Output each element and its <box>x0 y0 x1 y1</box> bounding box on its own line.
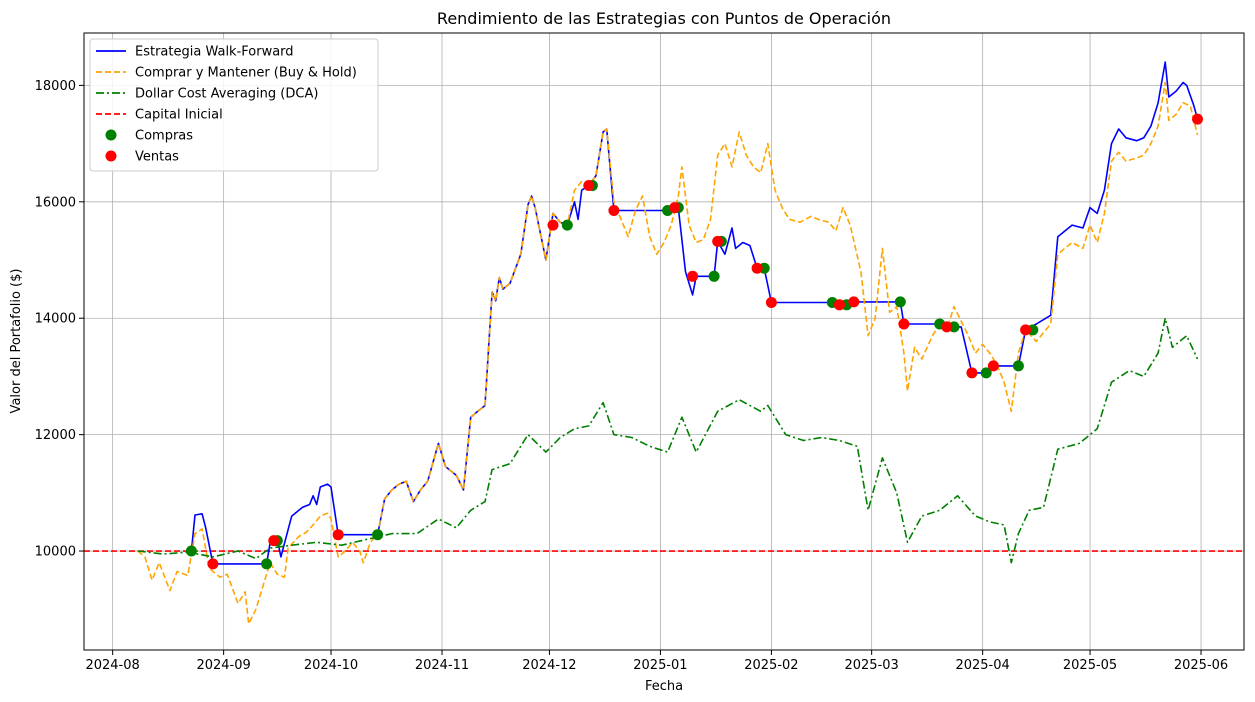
y-tick-label: 10000 <box>35 545 76 560</box>
legend: Estrategia Walk-Forward Comprar y Mantene… <box>89 38 379 172</box>
sell-marker <box>941 321 953 333</box>
sell-marker <box>987 360 999 372</box>
sell-marker <box>1192 113 1203 125</box>
sell-marker <box>898 318 910 330</box>
buy-marker <box>185 545 197 557</box>
x-tick-label: 2025-01 <box>633 658 687 673</box>
y-tick-label: 12000 <box>35 428 76 443</box>
sell-marker <box>207 558 219 570</box>
trade-markers <box>185 113 1203 570</box>
x-tick-label: 2025-02 <box>744 658 798 673</box>
legend-label: Dollar Cost Averaging (DCA) <box>135 87 318 102</box>
buy-marker <box>980 367 992 379</box>
chart-title: Rendimiento de las Estrategias con Punto… <box>437 9 891 28</box>
series-line-0 <box>190 61 1199 565</box>
x-tick-label: 2024-09 <box>196 658 250 673</box>
x-tick-label: 2025-03 <box>844 658 898 673</box>
x-tick-label: 2024-12 <box>522 658 576 673</box>
series-line-1 <box>137 81 1199 625</box>
series-lines <box>137 61 1199 625</box>
x-tick-label: 2024-11 <box>415 658 469 673</box>
y-tick-label: 16000 <box>35 195 76 210</box>
x-axis-label: Fecha <box>645 679 683 694</box>
sell-marker <box>1020 324 1032 336</box>
series-line-2 <box>137 317 1199 564</box>
x-tick-label: 2025-06 <box>1174 658 1228 673</box>
sell-marker <box>608 205 620 216</box>
sell-marker <box>765 297 777 308</box>
x-tick-label: 2024-10 <box>304 658 358 673</box>
sell-marker <box>966 367 978 379</box>
buy-marker <box>372 529 384 541</box>
buy-marker <box>261 558 273 570</box>
sell-marker <box>848 296 860 308</box>
legend-label: Compras <box>135 129 193 144</box>
legend-swatch-marker <box>105 129 117 141</box>
sell-marker <box>268 535 280 547</box>
x-tick-label: 2024-08 <box>85 658 139 673</box>
plot-frame <box>83 32 1245 651</box>
x-axis-ticks: 2024-08 2024-09 2024-10 2024-11 2024-12 2025-… <box>85 650 1228 673</box>
buy-marker <box>894 296 906 308</box>
y-axis-label: Valor del Portafolio ($) <box>9 269 24 414</box>
legend-label: Capital Inicial <box>135 108 223 123</box>
buy-marker <box>708 270 720 282</box>
sell-marker <box>751 262 763 274</box>
sell-marker <box>687 270 699 282</box>
x-tick-label: 2025-05 <box>1063 658 1117 673</box>
sell-marker <box>332 529 344 541</box>
legend-box <box>89 38 379 172</box>
sell-marker <box>712 235 724 247</box>
buy-marker <box>561 219 573 231</box>
x-tick-label: 2025-04 <box>955 658 1009 673</box>
sell-marker <box>583 180 595 191</box>
sell-marker <box>547 219 559 231</box>
y-axis-ticks: 10000 12000 14000 16000 18000 <box>35 79 84 560</box>
legend-label: Comprar y Mantener (Buy & Hold) <box>135 66 357 81</box>
sell-marker <box>833 299 845 311</box>
buy-marker <box>1012 360 1024 372</box>
legend-label: Estrategia Walk-Forward <box>135 45 294 60</box>
y-tick-label: 14000 <box>35 312 76 327</box>
legend-swatch-marker <box>105 150 117 162</box>
sell-marker <box>669 202 681 214</box>
legend-label: Ventas <box>135 150 179 165</box>
y-tick-label: 18000 <box>35 79 76 94</box>
